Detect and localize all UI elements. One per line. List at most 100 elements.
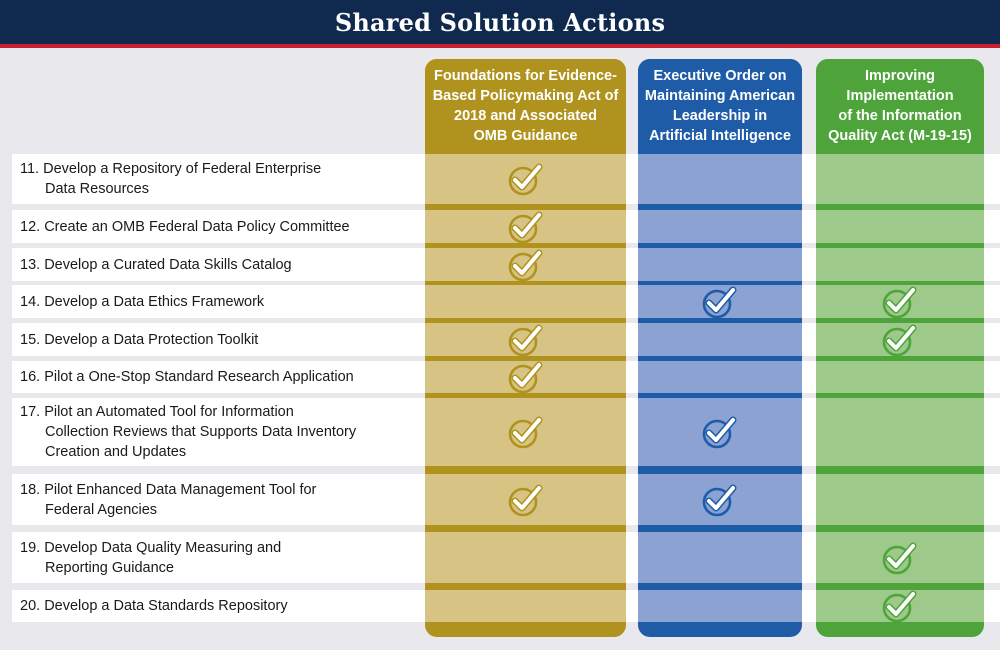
page-header: Shared Solution Actions	[0, 0, 1000, 44]
action-text: Creation and Updates	[45, 444, 187, 460]
action-label-line: Data Resources	[20, 179, 420, 199]
action-label-line: 16. Pilot a One-Stop Standard Research A…	[20, 367, 420, 387]
action-text: Develop Data Quality Measuring and	[44, 539, 282, 556]
column-header: Improving Implementation of the Informatio…	[816, 59, 984, 153]
matrix-cell	[638, 361, 802, 393]
checkmark-icon	[882, 589, 918, 625]
matrix-cell	[638, 590, 802, 622]
page-title: Shared Solution Actions	[334, 7, 666, 37]
column-title-line: Improving	[864, 68, 936, 84]
action-label: 11. Develop a Repository of Federal Ente…	[20, 159, 420, 199]
checkmark-icon	[702, 483, 738, 519]
action-text: Reporting Guidance	[45, 559, 174, 576]
action-label: 12. Create an OMB Federal Data Policy Co…	[20, 217, 420, 237]
action-text: Pilot an Automated Tool for Information	[44, 404, 294, 420]
action-text: Develop a Data Standards Repository	[44, 598, 288, 614]
column-title-line: Quality Act (M-19-15)	[828, 128, 972, 144]
column-title-line: Implementation	[846, 88, 954, 104]
checkmark-icon	[702, 415, 738, 451]
action-number: 13.	[20, 256, 45, 273]
matrix-cell	[816, 398, 984, 466]
matrix-cell	[816, 474, 984, 525]
action-label-line: 19. Develop Data Quality Measuring and	[20, 538, 420, 558]
action-label-line: Federal Agencies	[20, 500, 420, 520]
action-label-line: 18. Pilot Enhanced Data Management Tool …	[20, 480, 420, 500]
action-label-line: 13. Develop a Curated Data Skills Catalo…	[20, 255, 420, 275]
column-title-line: Based Policymaking Act of	[432, 88, 619, 104]
header-divider	[0, 44, 1000, 48]
column-header: Executive Order on Maintaining American Le…	[638, 59, 802, 153]
action-text: Create an OMB Federal Data Policy Commit…	[44, 218, 350, 235]
action-label-line: 12. Create an OMB Federal Data Policy Co…	[20, 217, 420, 237]
matrix-cell	[638, 248, 802, 281]
action-text: Pilot a One-Stop Standard Research Appli…	[44, 369, 354, 385]
matrix-cell	[425, 285, 626, 318]
column-title-line: Foundations for Evidence-	[434, 68, 617, 84]
matrix-cell	[638, 323, 802, 356]
action-text: Develop a Curated Data Skills Catalog	[44, 256, 292, 273]
action-text: Federal Agencies	[45, 501, 158, 518]
matrix-cell	[816, 248, 984, 281]
column-title-line: of the Information	[838, 108, 962, 124]
action-label-line: 11. Develop a Repository of Federal Ente…	[20, 159, 420, 179]
action-label-line: Reporting Guidance	[20, 558, 420, 578]
action-text: Develop a Repository of Federal Enterpri…	[43, 161, 322, 177]
checkmark-icon	[508, 360, 544, 396]
action-text: Collection Reviews that Supports Data In…	[45, 424, 357, 440]
matrix-cell	[816, 210, 984, 243]
column-title-line: Leadership in	[672, 108, 768, 124]
column-title-line: Executive Order on	[653, 68, 787, 84]
action-number: 11.	[20, 161, 44, 177]
matrix-cell	[638, 532, 802, 583]
checkmark-icon	[508, 415, 544, 451]
action-number: 16.	[20, 369, 45, 385]
action-label: 19. Develop Data Quality Measuring and Re…	[20, 538, 420, 578]
action-number: 18.	[20, 481, 45, 498]
action-label: 17. Pilot an Automated Tool for Informat…	[20, 402, 420, 462]
column-header: Foundations for Evidence- Based Policymak…	[425, 59, 626, 153]
action-label: 18. Pilot Enhanced Data Management Tool …	[20, 480, 420, 520]
action-label-line: Collection Reviews that Supports Data In…	[20, 422, 420, 442]
checkmark-icon	[702, 285, 738, 321]
action-number: 20.	[20, 598, 45, 614]
checkmark-icon	[882, 541, 918, 577]
checkmark-icon	[508, 248, 544, 284]
checkmark-icon	[508, 162, 544, 198]
column-title: Foundations for Evidence- Based Policymak…	[433, 66, 619, 146]
matrix-cell	[425, 590, 626, 622]
action-label-line: Creation and Updates	[20, 442, 420, 462]
checkmark-icon	[508, 323, 544, 359]
matrix-cell	[638, 154, 802, 204]
action-label-line: 17. Pilot an Automated Tool for Informat…	[20, 402, 420, 422]
matrix-cell	[638, 210, 802, 243]
action-number: 17.	[20, 404, 45, 420]
action-label-line: 14. Develop a Data Ethics Framework	[20, 292, 420, 312]
column-title: Executive Order on Maintaining American Le…	[645, 66, 795, 146]
action-label-line: 20. Develop a Data Standards Repository	[20, 596, 420, 616]
checkmark-icon	[882, 285, 918, 321]
action-label: 16. Pilot a One-Stop Standard Research A…	[20, 367, 420, 387]
action-text: Develop a Data Ethics Framework	[44, 293, 265, 310]
column-title-line: OMB Guidance	[473, 128, 578, 144]
checkmark-icon	[508, 210, 544, 246]
checkmark-icon	[508, 483, 544, 519]
matrix-cell	[816, 361, 984, 393]
action-text: Data Resources	[45, 181, 149, 197]
action-number: 19.	[20, 539, 45, 556]
action-label: 13. Develop a Curated Data Skills Catalo…	[20, 255, 420, 275]
action-label-line: 15. Develop a Data Protection Toolkit	[20, 330, 420, 350]
column-title-line: Maintaining American	[644, 88, 796, 104]
action-number: 12.	[20, 218, 45, 235]
column-title-line: Artificial Intelligence	[649, 128, 791, 144]
column-title: Improving Implementation of the Informatio…	[828, 66, 972, 146]
action-number: 15.	[20, 331, 45, 348]
action-label: 14. Develop a Data Ethics Framework	[20, 292, 420, 312]
matrix-cell	[425, 532, 626, 583]
action-number: 14.	[20, 293, 45, 310]
action-text: Develop a Data Protection Toolkit	[44, 331, 259, 348]
checkmark-icon	[882, 323, 918, 359]
action-text: Pilot Enhanced Data Management Tool for	[44, 481, 317, 498]
action-label: 15. Develop a Data Protection Toolkit	[20, 330, 420, 350]
action-label: 20. Develop a Data Standards Repository	[20, 596, 420, 616]
column-title-line: 2018 and Associated	[454, 108, 597, 124]
